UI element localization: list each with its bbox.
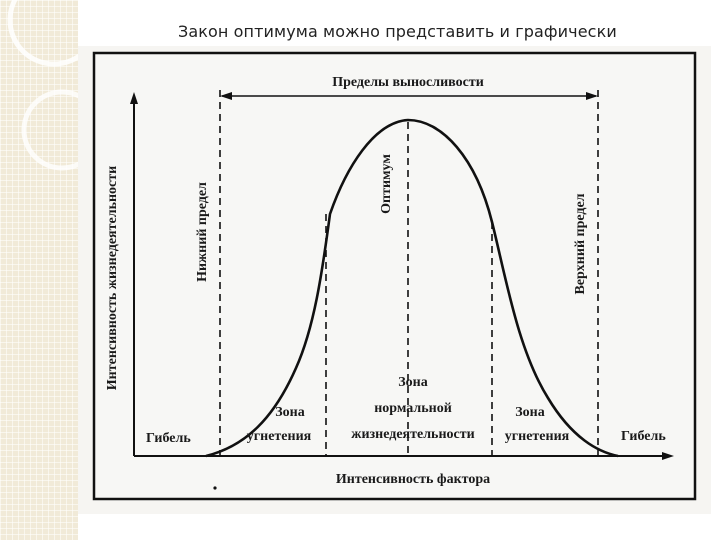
decorative-circles-icon	[7, 0, 78, 171]
upper-limit-label: Верхний предел	[573, 193, 588, 294]
right-zone-title: Зона	[515, 405, 544, 420]
left-zone-title: Зона	[275, 405, 304, 420]
right-zone-subtitle: угнетения	[505, 429, 570, 444]
dot-mark	[213, 486, 217, 490]
lower-limit-label: Нижний предел	[195, 182, 210, 282]
center-zone-title: Зона	[398, 375, 427, 390]
endurance-limits-label: Пределы выносливости	[332, 75, 484, 90]
decorative-side-pattern	[0, 0, 78, 540]
slide-title: Закон оптимума можно представить и графи…	[178, 22, 617, 41]
center-zone-line-3: жизнедеятельности	[351, 427, 474, 442]
right-arrowhead-icon	[586, 92, 598, 100]
optimum-label: Оптимум	[379, 154, 394, 214]
tolerance-curve	[205, 118, 619, 458]
left-arrowhead-icon	[220, 92, 232, 100]
left-zone-subtitle: угнетения	[247, 429, 312, 444]
y-axis-arrow-icon	[130, 92, 138, 104]
x-axis-label: Интенсивность фактора	[336, 472, 490, 487]
y-axis-label: Интенсивность жизнедеятельности	[105, 166, 120, 390]
death-right-label: Гибель	[621, 429, 666, 444]
death-left-label: Гибель	[146, 431, 191, 446]
center-zone-line-2: нормальной	[374, 401, 452, 416]
tolerance-diagram: Пределы выносливости Интенсивность жизне…	[78, 46, 711, 514]
x-axis-arrow-icon	[662, 452, 674, 460]
diagram-frame	[92, 51, 697, 501]
